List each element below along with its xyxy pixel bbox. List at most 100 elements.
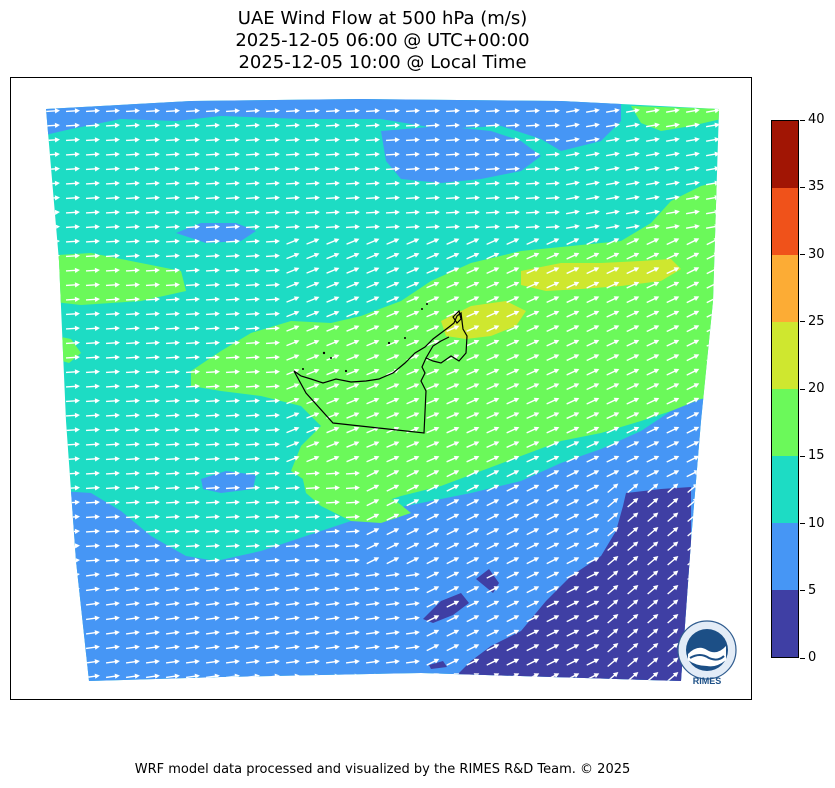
- colorbar-label: 10: [808, 515, 825, 531]
- wind-arrow: [666, 368, 680, 376]
- wind-arrow: [85, 137, 100, 143]
- wind-arrow: [426, 499, 440, 507]
- wind-arrow: [586, 412, 600, 420]
- wind-arrow: [46, 369, 60, 375]
- wind-arrow: [486, 658, 500, 666]
- wind-arrow: [546, 383, 560, 391]
- wind-arrow: [686, 252, 700, 260]
- wind-arrow: [245, 601, 260, 607]
- wind-arrow: [265, 615, 280, 621]
- wind-arrow: [706, 354, 719, 362]
- wind-arrow: [466, 513, 480, 521]
- wind-arrow: [325, 644, 340, 650]
- wind-arrow: [425, 224, 440, 230]
- wind-arrow: [445, 180, 460, 186]
- wind-arrow: [486, 644, 500, 652]
- wind-arrow: [105, 224, 120, 230]
- wind-arrow: [125, 572, 140, 578]
- wind-arrow: [465, 108, 480, 114]
- wind-arrow: [486, 426, 500, 434]
- wind-arrow: [505, 137, 520, 143]
- wind-arrow: [145, 311, 160, 317]
- wind-arrow: [345, 195, 360, 201]
- wind-arrow: [125, 499, 140, 505]
- wind-arrow: [546, 542, 560, 550]
- wind-arrow: [265, 282, 280, 288]
- wind-arrow: [205, 586, 220, 592]
- wind-arrow: [606, 368, 620, 376]
- wind-arrow: [426, 339, 440, 347]
- wind-arrow: [365, 572, 380, 578]
- wind-arrow: [145, 180, 160, 186]
- wind-arrow: [145, 340, 160, 346]
- wind-arrow: [585, 108, 600, 114]
- wind-arrow: [666, 339, 680, 347]
- wind-arrow: [607, 599, 619, 610]
- wind-arrow: [566, 528, 580, 536]
- wind-arrow: [46, 572, 60, 578]
- wind-arrow: [145, 427, 160, 433]
- wind-arrow: [326, 325, 340, 332]
- wind-arrow: [145, 398, 160, 404]
- wind-arrow: [285, 528, 300, 534]
- wind-arrow: [386, 383, 400, 390]
- wind-arrow: [306, 368, 320, 376]
- wind-arrow: [245, 267, 260, 273]
- wind-arrow: [326, 383, 340, 390]
- wind-arrow: [486, 441, 500, 448]
- wind-arrow: [305, 528, 320, 534]
- wind-arrow: [386, 252, 400, 260]
- wind-arrow: [425, 151, 440, 157]
- colorbar-tick: [800, 590, 805, 592]
- wind-arrow: [105, 644, 120, 650]
- wind-arrow: [365, 601, 380, 607]
- wind-arrow: [405, 209, 420, 215]
- wind-arrow: [446, 426, 460, 434]
- wind-arrow: [225, 456, 240, 462]
- wind-arrow: [165, 673, 180, 679]
- wind-arrow: [406, 542, 420, 550]
- wind-arrow: [185, 514, 200, 520]
- map-panel[interactable]: [10, 77, 752, 700]
- wind-arrow: [526, 615, 540, 623]
- wind-arrow: [446, 499, 460, 507]
- wind-arrow: [485, 122, 500, 128]
- wind-arrow: [566, 397, 580, 405]
- wind-arrow: [366, 542, 380, 550]
- wind-arrow: [265, 340, 280, 346]
- wind-arrow: [306, 354, 320, 361]
- wind-arrow: [165, 615, 180, 621]
- wind-arrow: [647, 570, 659, 581]
- wind-arrow: [205, 557, 220, 563]
- wind-arrow: [706, 455, 719, 463]
- wind-arrow: [85, 441, 100, 447]
- wind-arrow: [165, 253, 180, 259]
- wind-arrow: [285, 122, 300, 128]
- wind-arrow: [526, 557, 540, 565]
- wind-arrow: [405, 615, 420, 621]
- wind-arrow: [666, 441, 680, 449]
- wind-arrow: [405, 180, 420, 186]
- wind-arrow: [586, 484, 600, 492]
- wind-arrow: [486, 499, 500, 507]
- colorbar-label: 5: [808, 582, 817, 598]
- wind-arrow: [46, 340, 60, 346]
- wind-arrow: [406, 484, 420, 492]
- wind-arrow: [687, 599, 699, 610]
- wind-arrow: [666, 470, 680, 478]
- wind-arrow: [225, 412, 240, 418]
- wind-arrow: [325, 659, 340, 665]
- wind-arrow: [125, 296, 140, 302]
- wind-arrow: [185, 528, 200, 534]
- wind-arrow: [185, 659, 200, 665]
- wind-arrow: [386, 484, 400, 492]
- wind-arrow: [646, 470, 660, 478]
- wind-arrow: [365, 644, 380, 650]
- wind-arrow: [466, 412, 480, 419]
- uae-boundary: [293, 309, 468, 434]
- wind-arrow: [406, 296, 420, 303]
- wind-arrow: [627, 657, 639, 668]
- wind-arrow: [706, 383, 719, 391]
- wind-arrow: [345, 630, 360, 636]
- wind-arrow: [546, 325, 560, 333]
